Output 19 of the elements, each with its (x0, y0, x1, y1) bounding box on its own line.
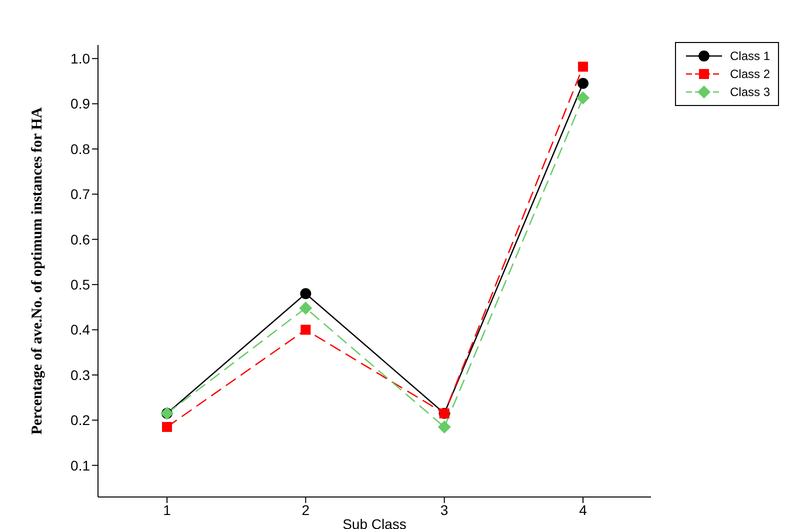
x-tick-label: 3 (440, 502, 448, 518)
y-tick-label: 0.3 (70, 366, 90, 383)
y-tick-label: 0.2 (70, 412, 90, 428)
x-axis-title: Sub Class (342, 516, 406, 529)
y-axis-title: Percentage of ave.No. of optimum instances for HA (29, 107, 46, 435)
legend-label: Class 1 (730, 49, 770, 63)
y-tick-label: 0.7 (70, 186, 90, 202)
x-tick-label: 4 (579, 502, 588, 518)
x-tick-label: 1 (163, 502, 172, 518)
y-tick-label: 0.1 (70, 457, 90, 474)
legend-label: Class 3 (730, 85, 770, 99)
y-tick-label: 0.5 (70, 276, 90, 293)
x-tick-label: 2 (302, 502, 310, 518)
y-tick-label: 0.9 (70, 96, 90, 112)
legend-label: Class 2 (730, 67, 770, 81)
y-tick-label: 1.0 (70, 50, 90, 67)
y-tick-label: 0.8 (70, 140, 90, 157)
y-tick-label: 0.4 (70, 322, 90, 338)
y-tick-label: 0.6 (70, 231, 90, 248)
